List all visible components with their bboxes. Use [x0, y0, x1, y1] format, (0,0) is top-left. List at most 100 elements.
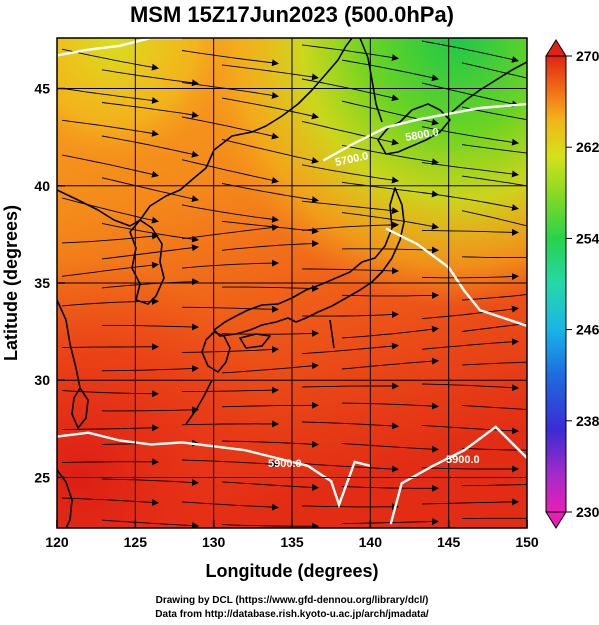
wind-streamline [301, 311, 399, 318]
wind-streamline [221, 138, 319, 164]
y-tick-label: 45 [34, 81, 50, 97]
wind-streamline [421, 338, 519, 350]
wind-streamline [341, 291, 439, 299]
wind-streamline [341, 325, 439, 339]
contour-label-5900-east: 5900.0 [446, 454, 480, 466]
wind-streamline [101, 222, 199, 243]
wind-streamline [61, 497, 159, 506]
coastline-japan-honshu [213, 187, 405, 337]
wind-streamline [461, 484, 527, 487]
contour-label-5900-west: 5900.0 [268, 458, 302, 470]
height-contour-line [322, 102, 527, 162]
wind-streamline [461, 323, 527, 332]
wind-streamline [222, 284, 319, 292]
wind-streamline [181, 159, 279, 184]
wind-streamline [422, 228, 519, 236]
wind-streamline [181, 346, 279, 353]
coastline-ryukyu [185, 379, 213, 425]
wind-streamline [221, 440, 319, 448]
x-tick-label: 125 [124, 534, 148, 550]
coastlines [57, 38, 527, 528]
height-contours [57, 38, 527, 525]
wind-streamline [221, 522, 319, 528]
wind-streamline [61, 261, 159, 277]
wind-streamline [221, 240, 319, 251]
wind-streamline [221, 362, 319, 374]
wind-streamline [341, 212, 439, 230]
coastline-shikoku [239, 333, 271, 349]
colorbar-ticks: 230 238 246 254 262 270 [566, 48, 599, 520]
lat-lon-grid [57, 38, 527, 528]
wind-streamline [301, 503, 399, 511]
wind-streamline [61, 119, 159, 137]
wind-streamline [301, 164, 399, 184]
wind-streamline [301, 120, 399, 146]
wind-streamline [421, 424, 519, 435]
wind-streamline [181, 501, 279, 511]
wind-streamline [221, 97, 319, 120]
height-contour-line [57, 431, 371, 509]
wind-streamline [421, 465, 519, 473]
x-axis-label: Longitude (degrees) [205, 561, 378, 581]
wind-streamline [421, 40, 519, 63]
wind-streamline [341, 246, 439, 254]
wind-streamline [341, 402, 439, 410]
coastline-taiwan [71, 387, 89, 429]
colorbar-tick-label: 270 [576, 48, 599, 64]
wind-streamline [301, 267, 399, 275]
height-contour-line [57, 38, 183, 57]
wind-streamline [461, 517, 527, 520]
y-tick-label: 25 [34, 469, 50, 485]
wind-streamline [62, 424, 159, 432]
wind-streamline [421, 383, 519, 392]
coastline-izu-islands [329, 319, 335, 349]
wind-streamline [421, 305, 519, 320]
coastline-hokkaido [377, 103, 451, 155]
wind-streamline [61, 343, 159, 351]
wind-streamline [461, 361, 527, 366]
wind-streamline [341, 144, 439, 166]
wind-streamline [461, 62, 527, 79]
wind-streamlines [61, 40, 527, 528]
wind-streamline [181, 459, 279, 468]
colorbar-bottom-arrow [545, 511, 567, 529]
wind-streamline [61, 154, 159, 178]
wind-streamline [182, 305, 279, 313]
wind-streamline [461, 294, 527, 301]
wind-streamline [181, 259, 279, 269]
wind-streamline [421, 192, 519, 211]
wind-streamline [181, 50, 279, 67]
colorbar-top-arrow [545, 39, 567, 57]
coastline-korea [129, 219, 165, 305]
colorbar: 230 238 246 254 262 270 [545, 39, 599, 529]
y-tick-label: 35 [34, 275, 50, 291]
x-tick-label: 135 [280, 534, 304, 550]
wind-streamline [101, 519, 199, 528]
wind-streamline [221, 182, 319, 204]
wind-streamline [461, 447, 527, 451]
wind-streamline [461, 106, 527, 121]
contour-label-5800: 5800.0 [404, 126, 439, 144]
colorbar-tick-label: 254 [576, 230, 599, 246]
wind-streamline [461, 175, 527, 187]
wind-streamline [301, 221, 399, 231]
wind-streamline [341, 357, 439, 370]
wind-streamline [61, 197, 159, 224]
wind-streamline [341, 484, 439, 492]
wind-streamline [421, 273, 519, 280]
plot-area: 5900.0 5900.0 5800.0 5700.0 [57, 38, 527, 528]
colorbar-tick-label: 230 [576, 504, 599, 520]
wind-streamline [181, 224, 279, 240]
wind-streamline [301, 44, 399, 61]
wind-streamline [102, 323, 199, 331]
wind-streamline [461, 210, 527, 227]
wind-streamline [61, 390, 159, 398]
colorbar-tick-label: 238 [576, 413, 599, 429]
wind-streamline [101, 406, 199, 414]
wind-streamline [221, 329, 319, 337]
y-axis-label: Latitude (degrees) [1, 205, 21, 361]
x-axis: 120 125 130 135 140 145 150 [45, 520, 539, 550]
wind-streamline [421, 126, 519, 146]
colorbar-tick-label: 262 [576, 139, 599, 155]
